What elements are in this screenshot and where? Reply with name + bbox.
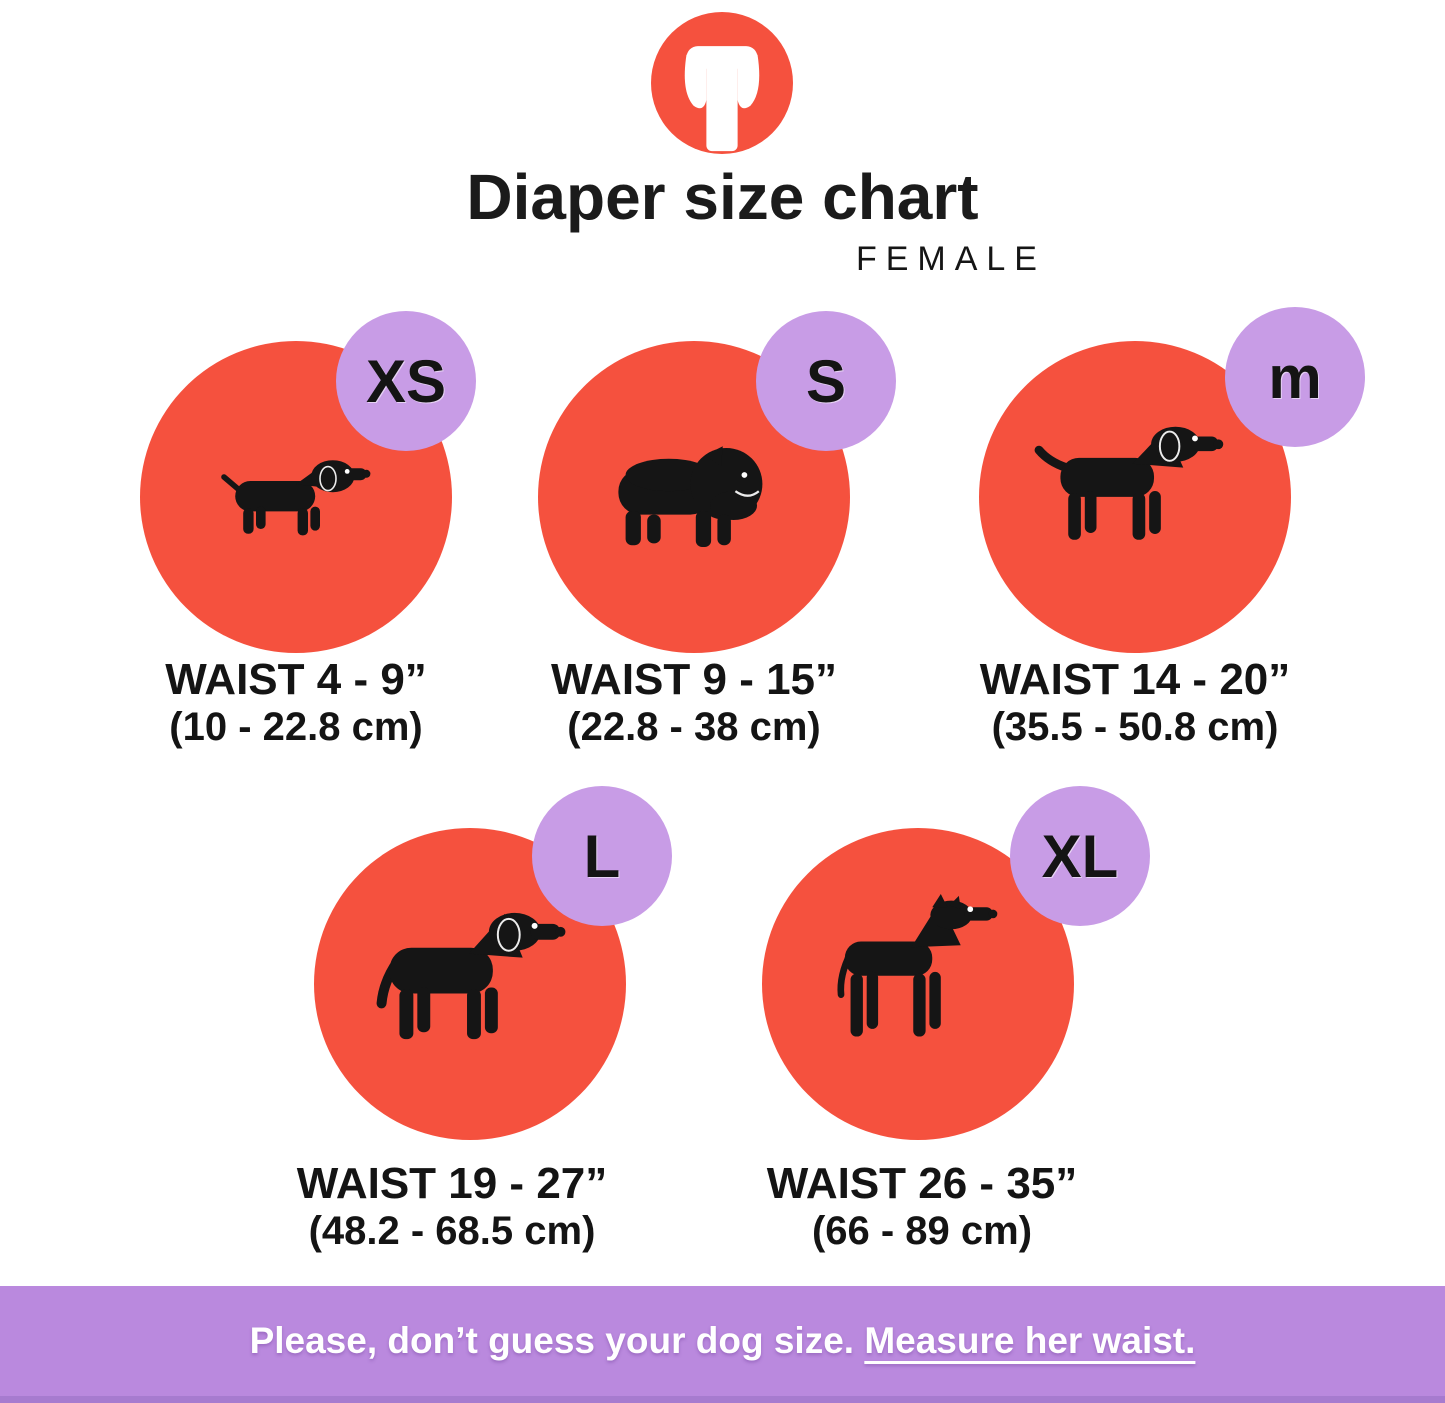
waist-text-l: WAIST 19 - 27” (48.2 - 68.5 cm) xyxy=(222,1160,682,1254)
waist-cm-xl: (66 - 89 cm) xyxy=(811,1209,1033,1253)
waist-cm-l: (48.2 - 68.5 cm) xyxy=(308,1209,596,1253)
waist-inches-m: WAIST 14 - 20” xyxy=(979,655,1291,704)
footer-message: Please, don’t guess your dog size. Measu… xyxy=(250,1320,1196,1362)
dog-head-icon xyxy=(651,12,793,154)
waist-inches-l: WAIST 19 - 27” xyxy=(296,1159,608,1208)
footer-message-main: Please, don’t guess your dog size. xyxy=(249,1320,855,1361)
waist-cm-xs: (10 - 22.8 cm) xyxy=(169,705,423,749)
size-circle-l xyxy=(314,828,626,1140)
waist-text-xs: WAIST 4 - 9” (10 - 22.8 cm) xyxy=(66,656,526,750)
size-label-l: L xyxy=(583,822,621,890)
great-dane-dog-icon xyxy=(837,893,998,1036)
size-badge-xl: XL xyxy=(1010,786,1150,926)
waist-cm-s: (22.8 - 38 cm) xyxy=(567,705,821,749)
size-label-m: m xyxy=(1268,343,1322,411)
footer-message-emphasis: Measure her waist. xyxy=(864,1320,1196,1361)
footer-banner: Please, don’t guess your dog size. Measu… xyxy=(0,1286,1445,1403)
size-badge-m: m xyxy=(1225,307,1365,447)
size-badge-s: S xyxy=(756,311,896,451)
size-badge-xs: XS xyxy=(336,311,476,451)
waist-text-s: WAIST 9 - 15” (22.8 - 38 cm) xyxy=(464,656,924,750)
brand-logo xyxy=(651,12,793,154)
size-label-s: S xyxy=(805,347,847,415)
retriever-dog-icon xyxy=(376,912,565,1040)
page-title: Diaper size chart xyxy=(466,161,979,233)
size-label-xl: XL xyxy=(1041,822,1119,890)
waist-inches-s: WAIST 9 - 15” xyxy=(550,655,838,704)
size-label-xs: XS xyxy=(365,347,447,415)
waist-inches-xl: WAIST 26 - 35” xyxy=(766,1159,1078,1208)
waist-text-xl: WAIST 26 - 35” (66 - 89 cm) xyxy=(692,1160,1152,1254)
bulldog-dog-icon xyxy=(618,445,763,547)
labrador-dog-icon xyxy=(1034,426,1223,540)
page-subtitle: FEMALE xyxy=(855,240,1046,278)
dachshund-dog-icon xyxy=(221,460,371,536)
size-badge-l: L xyxy=(532,786,672,926)
waist-cm-m: (35.5 - 50.8 cm) xyxy=(991,705,1279,749)
waist-inches-xs: WAIST 4 - 9” xyxy=(165,655,427,704)
waist-text-m: WAIST 14 - 20” (35.5 - 50.8 cm) xyxy=(905,656,1365,750)
